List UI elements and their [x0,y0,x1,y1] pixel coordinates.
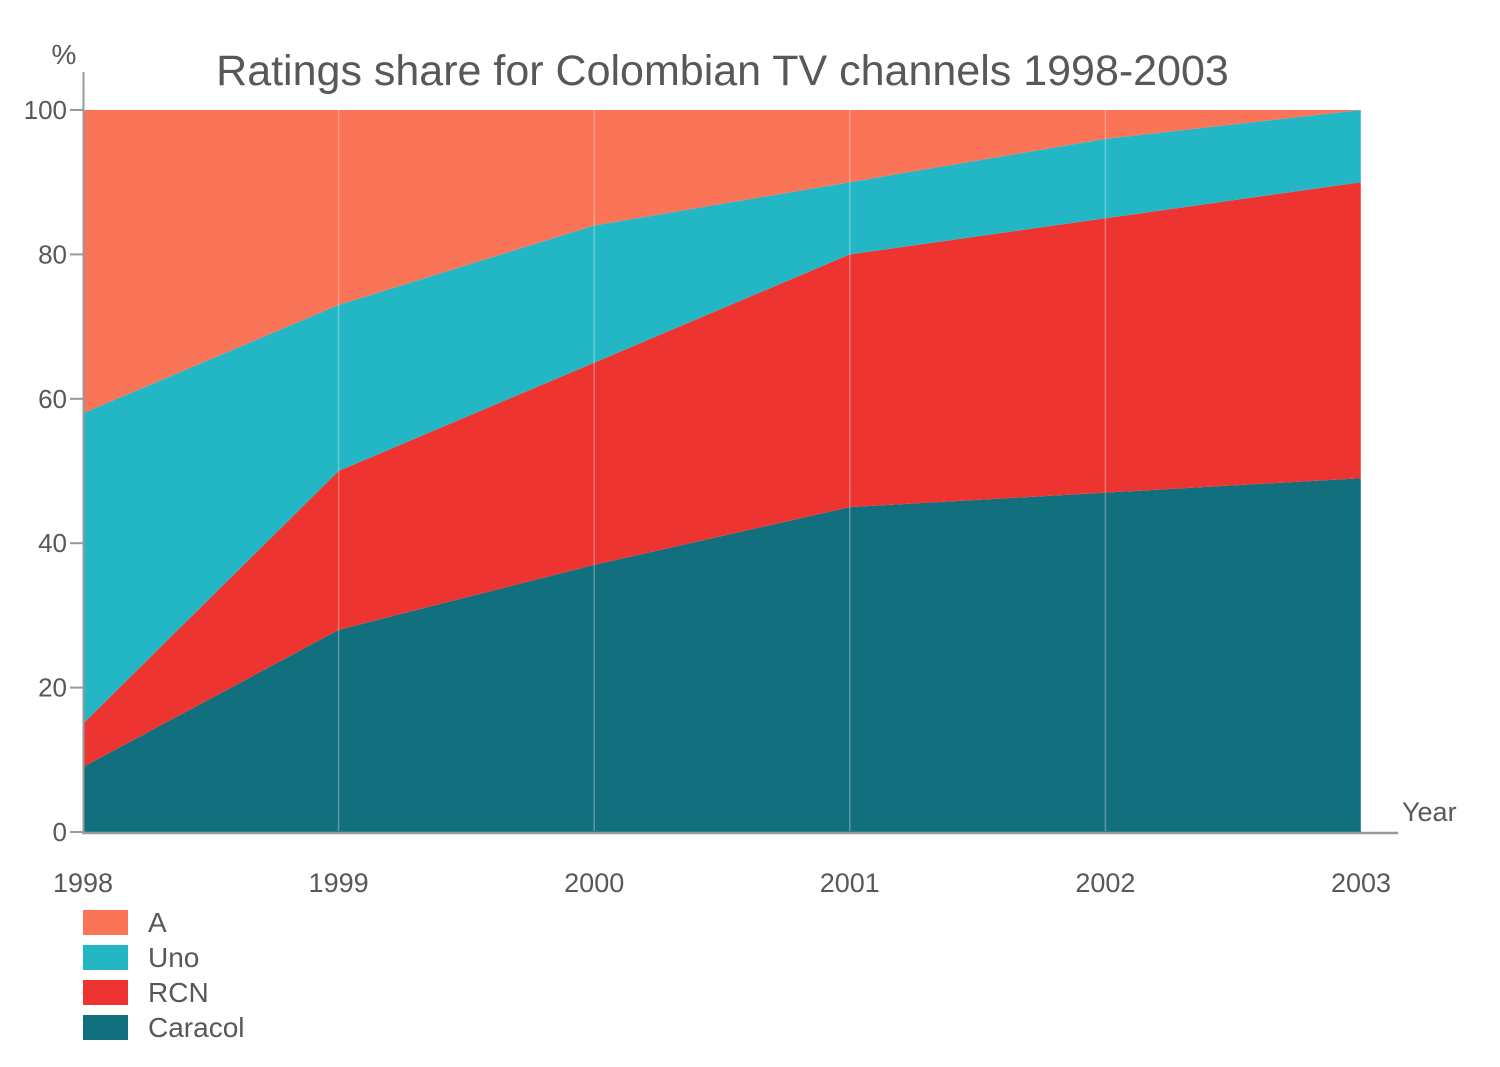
area-a [83,110,1361,414]
legend-swatch-rcn [83,980,128,1005]
x-tick-label: 2001 [820,868,880,898]
axis-labels-group: 0 20 40 60 80 100 1998 1999 2000 2001 2002 2003 [24,95,1391,898]
area-caracol [83,478,1361,832]
x-tick-label: 2003 [1331,868,1391,898]
legend-swatch-caracol [83,1015,128,1040]
y-axis-unit-label: % [51,39,77,70]
gridlines-group [337,110,1362,831]
legend-item-uno: Uno [83,942,244,973]
legend-label-caracol: Caracol [148,1012,245,1043]
axes-group [70,72,1398,835]
y-tick-label: 20 [38,673,67,703]
legend: A Uno RCN Caracol [83,907,245,1050]
chart-title: Ratings share for Colombian TV channels … [216,47,1229,95]
legend-item-a: A [83,907,244,938]
legend-swatch-uno [83,945,128,970]
y-tick-label: 80 [38,239,67,269]
areas-group [83,110,1361,832]
legend-item-caracol: Caracol [83,1012,245,1043]
y-tick-label: 0 [53,817,67,847]
area-rcn [83,182,1361,768]
legend-label-rcn: RCN [148,977,209,1008]
x-tick-label: 2002 [1075,868,1135,898]
legend-label-uno: Uno [148,942,200,973]
x-tick-label: 1999 [309,868,369,898]
legend-label-a: A [148,907,167,938]
x-tick-label: 2000 [564,868,624,898]
x-axis-label: Year [1402,797,1457,827]
legend-item-rcn: RCN [83,977,244,1008]
y-tick-label: 60 [38,384,67,414]
y-tick-label: 40 [38,528,67,558]
y-tick-label: 100 [24,95,67,125]
legend-swatch-a [83,910,128,935]
x-tick-label: 1998 [53,868,113,898]
area-uno [83,110,1361,724]
